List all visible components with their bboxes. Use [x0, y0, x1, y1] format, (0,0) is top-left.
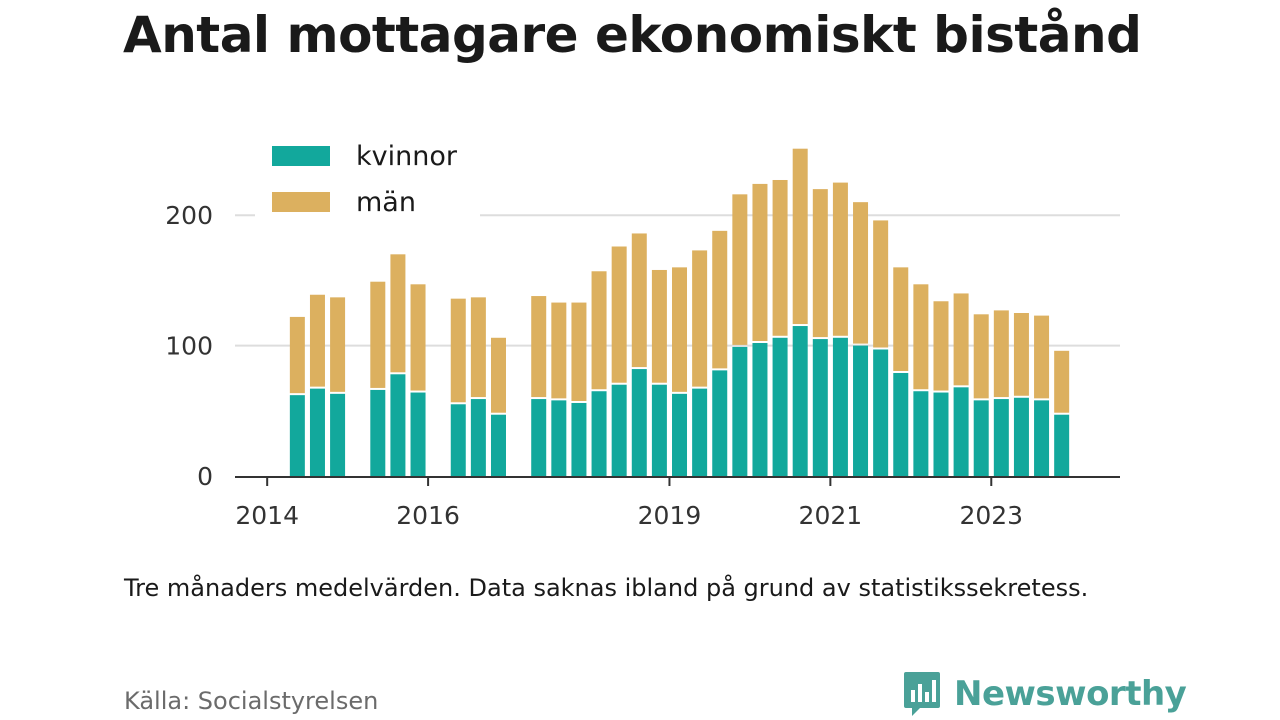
- newsworthy-icon: [904, 672, 940, 716]
- bar-man: [792, 148, 808, 325]
- bar-man: [330, 297, 346, 392]
- bar-kvinnor: [470, 399, 486, 476]
- bar-kvinnor: [571, 402, 587, 476]
- legend-label-man: män: [356, 187, 416, 218]
- bar-kvinnor: [953, 387, 969, 476]
- bar-man: [1034, 315, 1050, 399]
- bar-man: [933, 301, 949, 391]
- bar-man: [893, 267, 909, 371]
- bar-man: [631, 233, 647, 368]
- bar-kvinnor: [490, 414, 506, 476]
- bar-kvinnor: [330, 393, 346, 476]
- bar-kvinnor: [531, 399, 547, 476]
- bar-man: [551, 302, 567, 399]
- bar-man: [1054, 350, 1070, 413]
- x-tick-label: 2016: [396, 501, 460, 530]
- bar-man: [973, 314, 989, 399]
- bar-kvinnor: [853, 345, 869, 476]
- bar-man: [490, 337, 506, 413]
- x-tick-label: 2021: [799, 501, 863, 530]
- bar-kvinnor: [772, 337, 788, 476]
- bar-man: [873, 220, 889, 348]
- bar-man: [410, 284, 426, 391]
- bar-kvinnor: [309, 388, 325, 476]
- chart-note: Tre månaders medelvärden. Data saknas ib…: [124, 574, 1089, 602]
- bar-kvinnor: [893, 372, 909, 476]
- bar-kvinnor: [631, 369, 647, 476]
- chart-title: Antal mottagare ekonomiskt bistånd: [123, 6, 1142, 64]
- bar-kvinnor: [792, 326, 808, 476]
- x-tick-label: 2023: [959, 501, 1023, 530]
- bar-kvinnor: [873, 349, 889, 476]
- x-tick-label: 2019: [638, 501, 702, 530]
- bar-kvinnor: [913, 391, 929, 476]
- bar-kvinnor: [973, 400, 989, 476]
- y-ticks: 0 100 200: [165, 201, 213, 491]
- bar-kvinnor: [1034, 400, 1050, 476]
- bar-man: [651, 269, 667, 383]
- bar-man: [611, 246, 627, 383]
- bar-kvinnor: [672, 393, 688, 476]
- legend-swatch-kvinnor: [272, 146, 330, 166]
- bar-man: [370, 281, 386, 388]
- bar-kvinnor: [1013, 397, 1029, 476]
- y-tick-label: 200: [165, 201, 213, 230]
- bar-man: [913, 284, 929, 390]
- bar-kvinnor: [712, 370, 728, 476]
- bar-kvinnor: [993, 399, 1009, 476]
- y-tick-label: 100: [165, 332, 213, 361]
- bar-man: [672, 267, 688, 392]
- x-ticks: 2014 2016 2019 2021 2023: [235, 477, 1023, 530]
- legend-swatch-man: [272, 192, 330, 212]
- bar-man: [1013, 313, 1029, 396]
- bar-kvinnor: [289, 395, 305, 476]
- bar-kvinnor: [933, 392, 949, 476]
- stacked-bar-chart: 2014 2016 2019 2021 2023 0 100 200 kvinnor män: [165, 130, 1120, 530]
- bar-man: [470, 297, 486, 398]
- bar-man: [853, 202, 869, 344]
- bar-kvinnor: [1054, 414, 1070, 476]
- bar-man: [752, 183, 768, 341]
- bar-kvinnor: [732, 346, 748, 476]
- bar-man: [993, 310, 1009, 398]
- bar-man: [309, 294, 325, 387]
- source-text: Källa: Socialstyrelsen: [124, 687, 379, 715]
- bar-kvinnor: [591, 391, 607, 476]
- bar-man: [692, 250, 708, 387]
- brand-name: Newsworthy: [954, 674, 1187, 714]
- bar-kvinnor: [692, 388, 708, 476]
- bar-kvinnor: [390, 374, 406, 476]
- bar-kvinnor: [651, 384, 667, 476]
- bar-kvinnor: [611, 384, 627, 476]
- bar-man: [812, 189, 828, 338]
- bars: [289, 148, 1070, 476]
- bar-man: [571, 302, 587, 401]
- bar-man: [832, 182, 848, 336]
- bar-man: [953, 293, 969, 386]
- bar-man: [390, 254, 406, 373]
- bar-kvinnor: [450, 404, 466, 476]
- bar-kvinnor: [410, 392, 426, 476]
- bar-man: [712, 230, 728, 369]
- bar-kvinnor: [832, 337, 848, 476]
- bar-man: [591, 271, 607, 390]
- y-tick-label: 0: [197, 462, 213, 491]
- brand-logo: Newsworthy: [902, 670, 1187, 718]
- bar-man: [772, 179, 788, 336]
- bar-man: [732, 194, 748, 345]
- bar-kvinnor: [370, 389, 386, 476]
- bar-kvinnor: [551, 400, 567, 476]
- x-tick-label: 2014: [235, 501, 299, 530]
- bar-man: [289, 316, 305, 394]
- legend-label-kvinnor: kvinnor: [356, 141, 458, 172]
- bar-man: [450, 298, 466, 403]
- bar-man: [531, 296, 547, 398]
- bar-kvinnor: [812, 339, 828, 476]
- bar-kvinnor: [752, 342, 768, 476]
- legend: kvinnor män: [255, 130, 480, 222]
